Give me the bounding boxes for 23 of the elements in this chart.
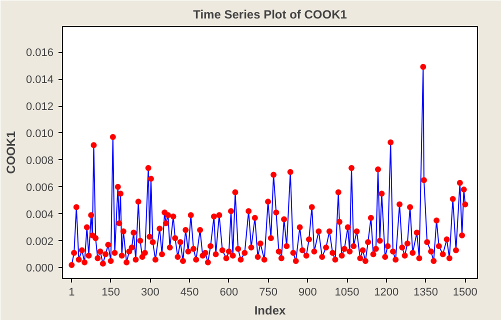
y-tick-label: 0.012 <box>26 101 54 114</box>
x-tick-label: 1500 <box>452 286 478 298</box>
x-tick-label: 1050 <box>334 286 360 298</box>
x-tick-label: 1350 <box>414 286 438 298</box>
chart-title: Time Series Plot of COOK1 <box>193 8 348 22</box>
y-tick-label: 0.000 <box>26 262 54 275</box>
y-tick-label: 0.002 <box>26 236 54 248</box>
x-tick-label: 150 <box>102 286 120 298</box>
x-tick-label: 300 <box>140 286 160 298</box>
x-tick-label: 900 <box>298 286 317 298</box>
x-tick-label: 450 <box>180 286 199 298</box>
y-tick-label: 0.008 <box>26 154 54 167</box>
y-axis-title: COOK1 <box>4 130 18 174</box>
x-tick-label: 1200 <box>374 286 399 298</box>
x-tick-label: 1 <box>68 286 75 298</box>
x-tick-label: 750 <box>259 286 278 298</box>
y-tick-label: 0.016 <box>26 47 54 60</box>
y-tick-label: 0.006 <box>26 182 54 194</box>
x-axis-title: Index <box>254 304 286 318</box>
y-tick-label: 0.004 <box>26 208 54 221</box>
y-tick-label: 0.014 <box>26 74 54 86</box>
x-tick-label: 600 <box>220 286 238 298</box>
y-tick-label: 0.010 <box>26 128 54 140</box>
